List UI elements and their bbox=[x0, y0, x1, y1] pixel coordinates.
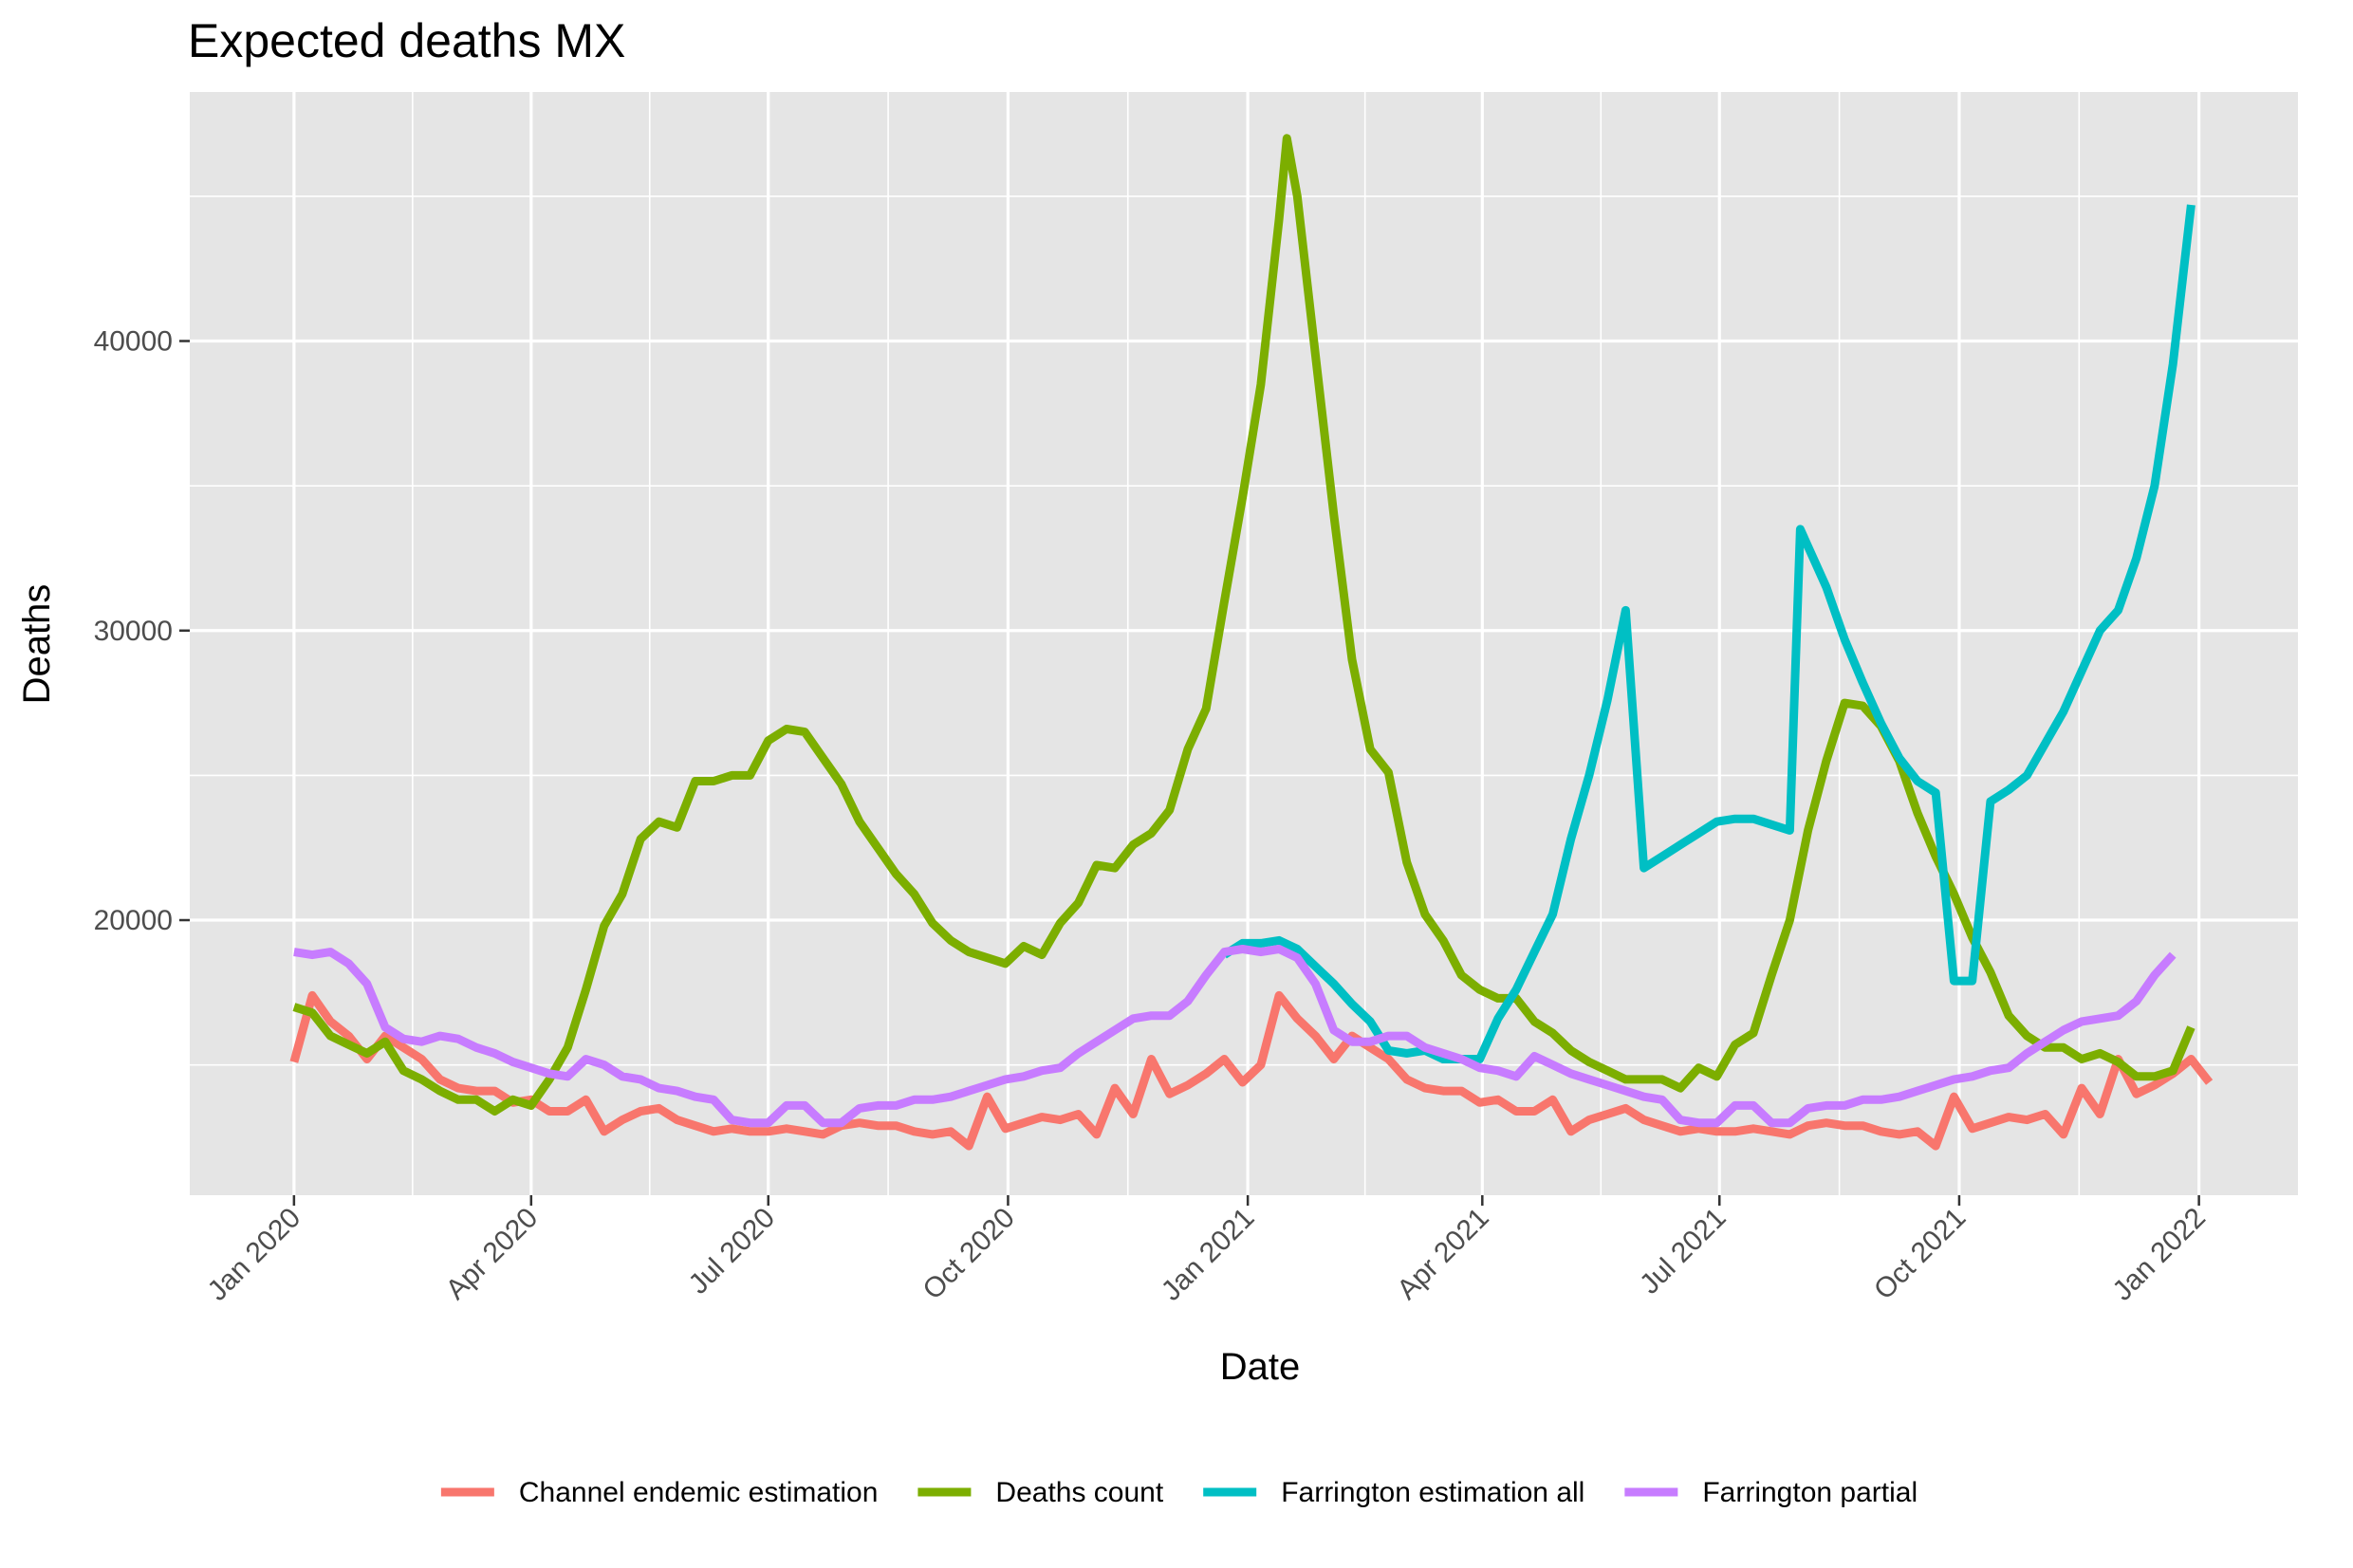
series-line-channel-endemic-estimation bbox=[289, 990, 2214, 1151]
y-tick-label: 40000 bbox=[94, 326, 173, 358]
legend-item-deaths-count: Deaths count bbox=[917, 1477, 1164, 1508]
x-tick-label: Jan 2022 bbox=[2106, 1202, 2212, 1307]
legend-item-channel-endemic-estimation: Channel endemic estimation bbox=[440, 1477, 879, 1508]
x-axis: Jan 2020 Apr 2020 Jul 2020 Oct 2020 Jan 2021… bbox=[202, 1195, 2212, 1307]
series-lines bbox=[289, 134, 2214, 1151]
legend-item-farrington-partial: Farrington partial bbox=[1624, 1477, 1918, 1508]
x-tick-label: Apr 2021 bbox=[1391, 1202, 1494, 1305]
x-tick-label: Apr 2020 bbox=[440, 1202, 544, 1305]
x-tick-label: Jul 2020 bbox=[683, 1202, 782, 1301]
x-tick-label: Jan 2021 bbox=[1156, 1202, 1261, 1307]
legend-label-channel-endemic-estimation: Channel endemic estimation bbox=[519, 1477, 879, 1508]
series-line-deaths-count bbox=[292, 134, 2196, 1116]
legend-label-farrington-estimation-all: Farrington estimation all bbox=[1281, 1477, 1584, 1508]
legend-label-farrington-partial: Farrington partial bbox=[1702, 1477, 1918, 1508]
legend-label-deaths-count: Deaths count bbox=[995, 1477, 1163, 1508]
minor-gridlines bbox=[190, 92, 2298, 1195]
chart-title: Expected deaths MX bbox=[188, 14, 625, 67]
y-tick-label: 30000 bbox=[94, 616, 173, 647]
y-axis: 20000 30000 40000 bbox=[94, 326, 190, 936]
plot-panel bbox=[190, 92, 2298, 1195]
x-tick-label: Oct 2020 bbox=[917, 1202, 1020, 1305]
x-axis-title: Date bbox=[1220, 1346, 1301, 1388]
legend-item-farrington-estimation-all: Farrington estimation all bbox=[1203, 1477, 1584, 1508]
y-tick-label: 20000 bbox=[94, 905, 173, 936]
x-tick-label: Oct 2021 bbox=[1868, 1202, 1972, 1305]
y-axis-title: Deaths bbox=[16, 584, 58, 705]
x-tick-label: Jul 2021 bbox=[1634, 1202, 1732, 1301]
series-line-farrington-estimation-all bbox=[1221, 204, 2196, 1063]
x-tick-label: Jan 2020 bbox=[202, 1202, 307, 1307]
legend: Channel endemic estimation Deaths count Fa… bbox=[440, 1477, 1918, 1508]
series-line-farrington-partial bbox=[293, 945, 2177, 1128]
